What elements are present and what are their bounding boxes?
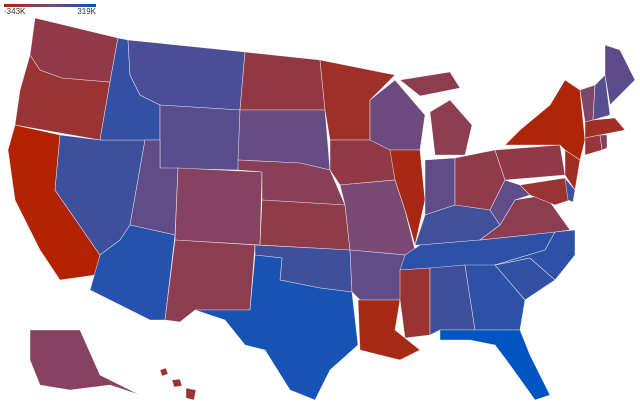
- state-region: [604, 44, 636, 106]
- state-region: [399, 267, 431, 339]
- state-region: [349, 249, 406, 301]
- state-region: [584, 134, 603, 156]
- state-region: [439, 329, 551, 401]
- legend-min-label: -343K: [4, 7, 26, 16]
- state-region: [259, 199, 351, 251]
- state-region: [564, 177, 576, 203]
- state-region: [599, 134, 608, 151]
- state-region: [464, 264, 526, 331]
- state-region: [174, 167, 263, 246]
- state-region: [519, 177, 571, 206]
- states: [7, 17, 636, 401]
- state-region: [89, 224, 176, 321]
- state-region: [494, 144, 566, 181]
- state-region: [29, 329, 141, 396]
- legend-scale: [4, 4, 96, 7]
- state-region: [239, 51, 326, 111]
- state-region: [494, 229, 576, 281]
- state-region: [504, 79, 586, 161]
- state-region: [159, 367, 197, 401]
- legend-max-label: 319K: [77, 7, 96, 16]
- state-region: [194, 254, 359, 401]
- state-region: [399, 71, 473, 156]
- state-region: [159, 104, 241, 171]
- state-region: [592, 74, 611, 121]
